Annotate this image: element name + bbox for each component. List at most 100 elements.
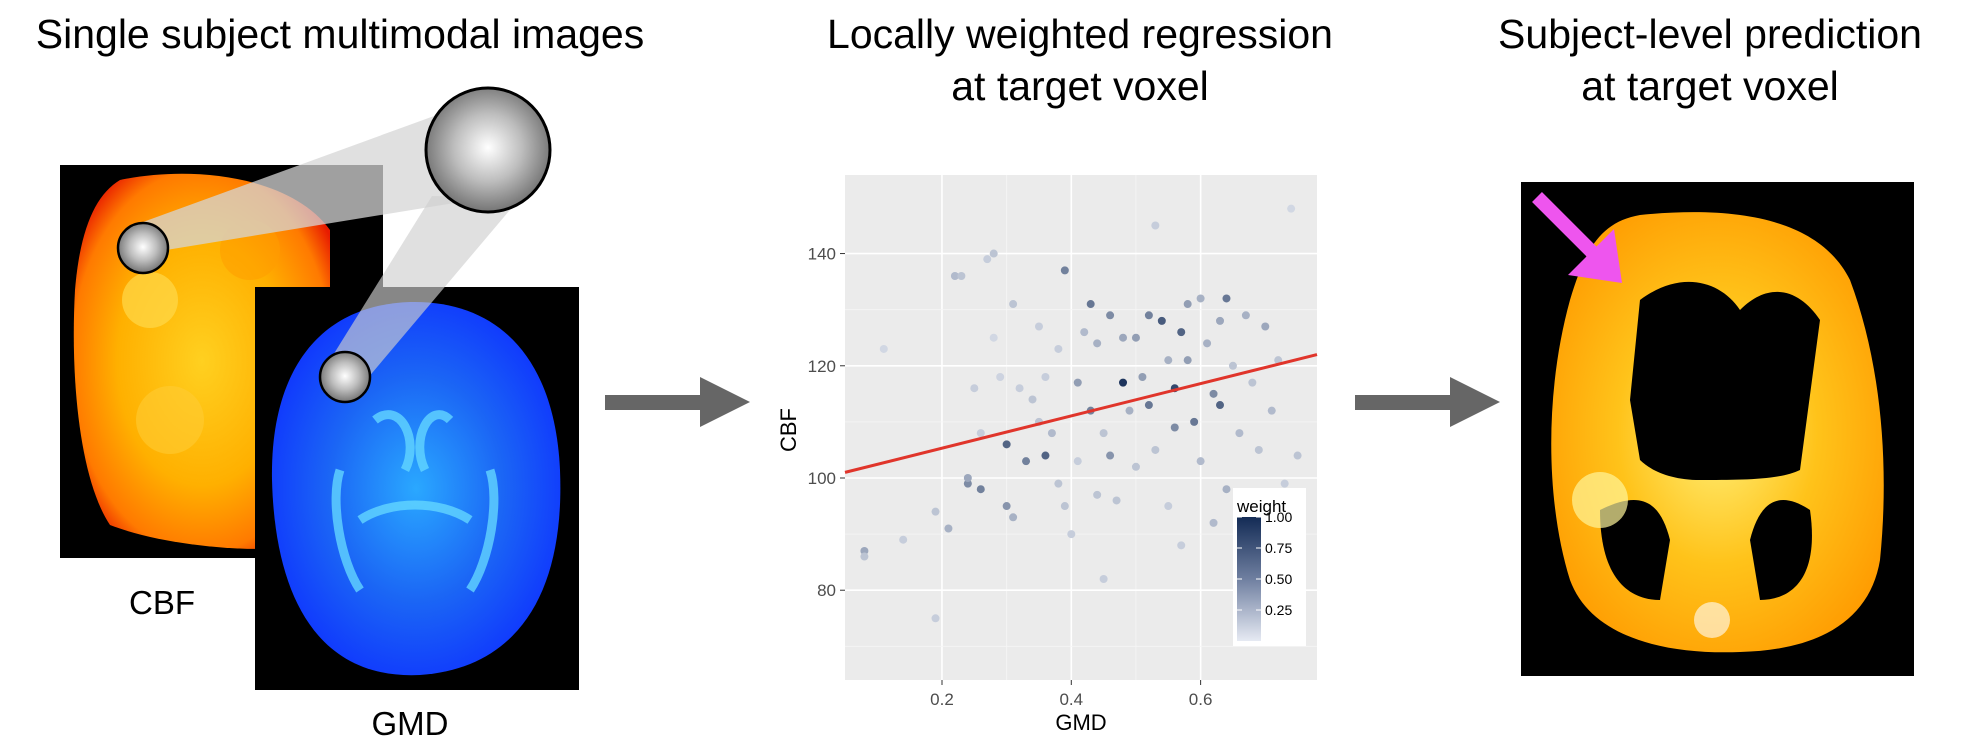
scatter-point [1106, 311, 1115, 320]
flow-arrow-right [1355, 377, 1500, 427]
flow-arrow-left [605, 377, 750, 427]
scatter-point [970, 384, 979, 393]
scatter-point [1054, 479, 1063, 488]
scatter-point [944, 524, 953, 533]
scatter-point [1203, 339, 1212, 348]
magnified-voxel-sphere [424, 86, 552, 214]
scatter-point [996, 373, 1005, 381]
scatter-point [1274, 356, 1283, 365]
scatter-point [1280, 479, 1289, 488]
scatter-point [931, 614, 940, 623]
scatter-point [1125, 406, 1134, 415]
scatter-point [1209, 389, 1218, 398]
scatter-point [957, 272, 966, 280]
legend-tick-label: 0.75 [1265, 540, 1292, 556]
scatter-point [1235, 429, 1244, 438]
scatter-point [1196, 457, 1205, 466]
scatter-point [1177, 541, 1186, 550]
legend-title: weight [1236, 497, 1286, 516]
scatter-point [1261, 322, 1270, 331]
scatter-point [963, 474, 972, 482]
plot-gridlines [845, 175, 1317, 680]
gmd-label: GMD [371, 705, 449, 742]
scatter-point [1222, 294, 1231, 303]
scatter-point [1009, 300, 1018, 309]
cbf-voxel-sphere [116, 221, 170, 275]
cbf-label: CBF [129, 584, 195, 621]
scatter-point [1086, 300, 1095, 309]
scatter-point [1047, 429, 1056, 438]
scatter-point [963, 479, 972, 488]
scatter-point [983, 255, 992, 264]
scatter-point [1119, 333, 1128, 342]
scatter-point [1196, 294, 1205, 303]
title-single-subject-images: Single subject multimodal images [35, 11, 645, 57]
scatter-point [1028, 395, 1037, 404]
scatter-point [1022, 457, 1031, 466]
scatter-point [1164, 502, 1173, 511]
scatter-point [1093, 339, 1102, 348]
x-tick-label: 0.6 [1189, 690, 1213, 709]
y-tick-label: 100 [808, 469, 836, 488]
legend-tick-label: 0.25 [1265, 602, 1292, 618]
scatter-point [1157, 316, 1166, 325]
gmd-voxel-sphere [318, 350, 372, 404]
scatter-point [1080, 328, 1089, 337]
scatter-point [860, 546, 869, 555]
scatter-point [879, 344, 888, 353]
scatter-point [1009, 513, 1018, 522]
legend-tick-label: 0.50 [1265, 571, 1292, 587]
scatter-point [989, 333, 998, 342]
scatter-point [1099, 429, 1108, 438]
legend-tick-label: 1.00 [1265, 509, 1292, 525]
scatter-point [1073, 457, 1082, 466]
scatter-point [1183, 300, 1192, 309]
scatter-point [1177, 328, 1186, 337]
scatter-point [1034, 322, 1043, 331]
scatter-point [1209, 518, 1218, 527]
scatter-point [1060, 502, 1069, 511]
x-tick-label: 0.2 [930, 690, 954, 709]
weight-legend: weight 1.00 0.75 0.50 0.25 [1233, 488, 1306, 646]
scatter-point [1254, 445, 1263, 454]
scatter-point [1170, 423, 1179, 432]
scatter-points [860, 204, 1302, 623]
scatter-point [1002, 502, 1011, 511]
y-tick-label: 120 [808, 357, 836, 376]
scatter-point [1151, 445, 1160, 454]
scatter-point [1267, 406, 1276, 415]
scatter-point [899, 535, 908, 544]
scatter-point [1054, 344, 1063, 353]
x-axis-title: GMD [1055, 710, 1106, 735]
scatter-point [1138, 373, 1147, 381]
scatter-point [1067, 530, 1076, 539]
scatter-point [1099, 575, 1108, 583]
scatter-point [950, 272, 959, 280]
scatter-point [1073, 378, 1082, 387]
y-axis-title: CBF [776, 408, 801, 452]
scatter-point [1112, 496, 1121, 505]
scatter-point [1222, 485, 1231, 494]
scatter-point [1093, 490, 1102, 499]
scatter-point [1228, 361, 1237, 370]
scatter-point [1293, 451, 1302, 460]
x-tick-label: 0.4 [1059, 690, 1083, 709]
scatter-point [1287, 204, 1296, 213]
scatter-point [1041, 451, 1050, 460]
highlight-arrow [1532, 192, 1622, 283]
scatter-point [1190, 417, 1199, 426]
scatter-point [1131, 333, 1140, 342]
scatter-point [931, 507, 940, 516]
title-locally-weighted-regression: Locally weighted regression at target vo… [827, 11, 1333, 109]
scatter-point [860, 552, 869, 561]
scatter-point [1216, 316, 1225, 325]
scatter-point [1002, 440, 1011, 449]
legend-ticks: 1.00 0.75 0.50 0.25 [1237, 509, 1292, 618]
scatter-point [1248, 378, 1257, 387]
scatter-point [1151, 221, 1160, 230]
scatter-point [1241, 311, 1250, 320]
scatter-point [1144, 311, 1153, 320]
scatter-plot: 0.2 0.4 0.6 80 100 120 140 GMD CBF weight 1.0… [776, 175, 1318, 735]
title-subject-level-prediction: Subject-level prediction at target voxel [1498, 11, 1922, 109]
